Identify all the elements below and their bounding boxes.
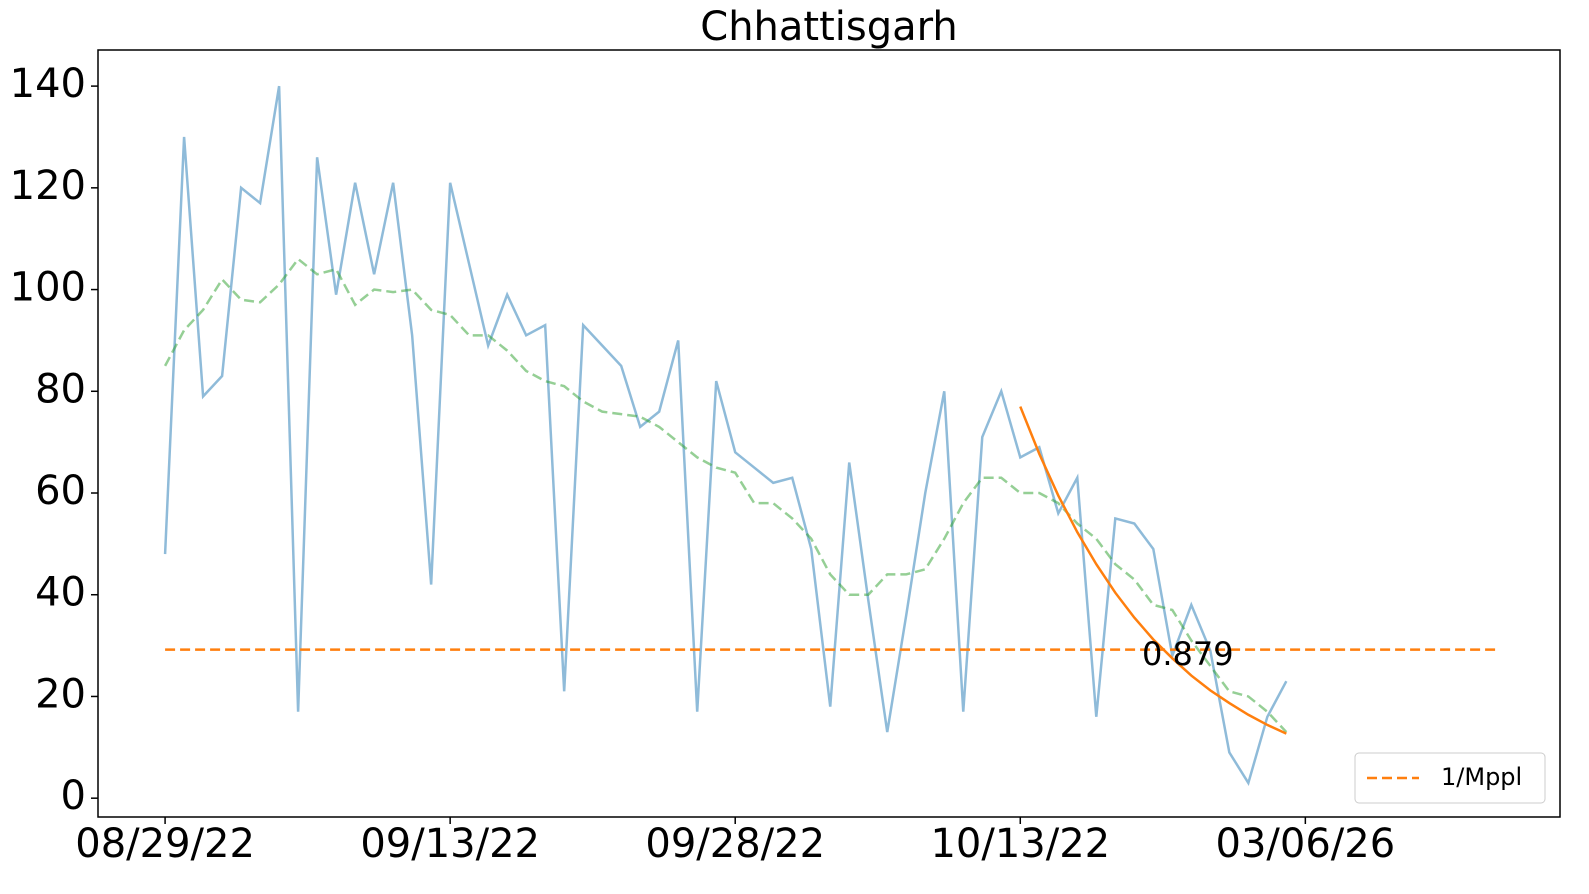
plot-frame [97,49,1561,818]
legend-box [1354,752,1546,804]
series-line [1019,406,1287,735]
y-tick-label: 60 [35,468,86,514]
y-tick-label: 20 [35,671,86,717]
y-tick-label: 0 [61,773,86,819]
x-tick-label: 10/13/22 [930,821,1110,867]
annotation: 0.879 [1142,635,1234,673]
legend-label: 1/Mppl [1441,763,1522,791]
chart-title: Chhattisgarh [700,4,957,50]
y-tick-label: 120 [10,163,86,209]
x-tick-label: 09/13/22 [360,821,540,867]
x-tick-label: 09/28/22 [645,821,825,867]
series-line [163,257,1288,733]
series-line [163,85,1288,786]
y-tick-label: 40 [35,570,86,616]
x-tick-label: 08/29/22 [75,821,255,867]
y-tick-label: 80 [35,366,86,412]
y-tick-label: 100 [10,265,86,311]
x-tick-label: 03/06/26 [1216,821,1396,867]
y-tick-label: 140 [10,61,86,107]
